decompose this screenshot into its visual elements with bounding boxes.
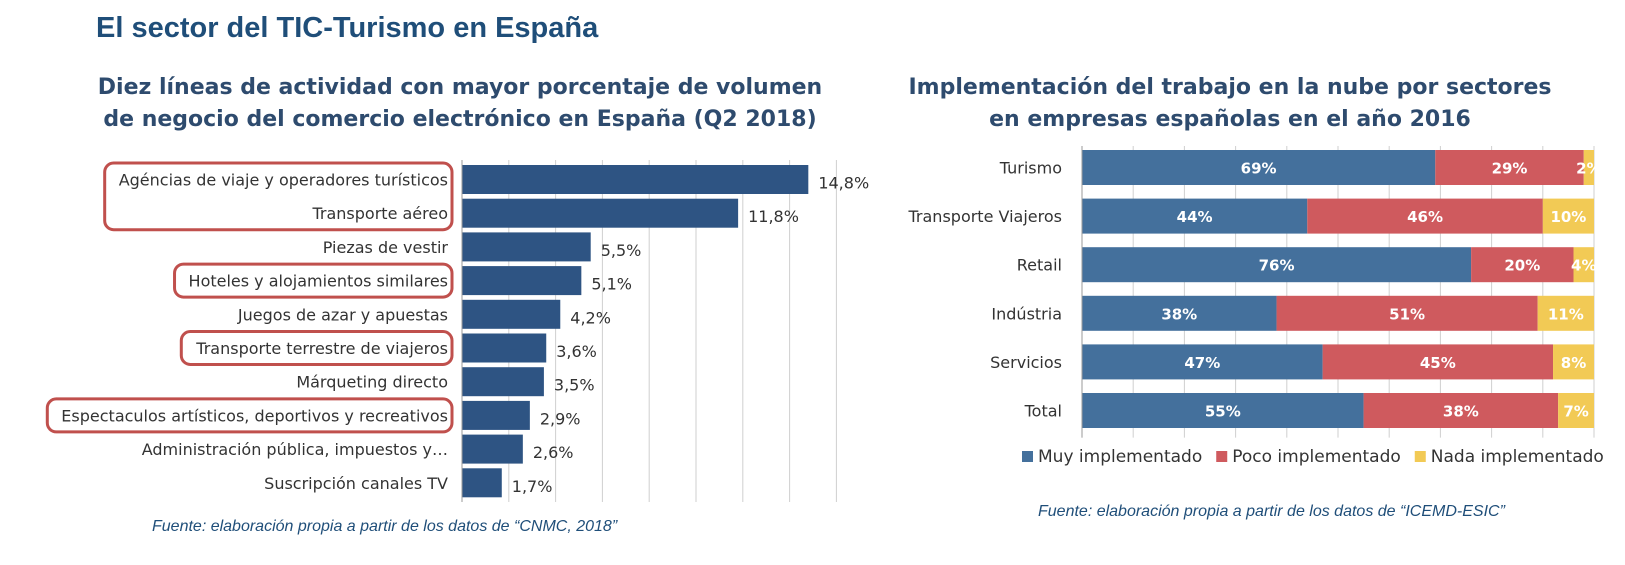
legend-swatch — [1414, 451, 1426, 462]
highlight-box — [179, 330, 454, 366]
right-category-label: Transporte Viajeros — [908, 207, 1063, 226]
right-bar-segment — [1573, 247, 1594, 283]
right-bar-segment — [1082, 150, 1436, 185]
left-value-label: 2,9% — [540, 409, 581, 428]
right-bar-segment — [1276, 295, 1538, 331]
left-source-note: Fuente: elaboración propia a partir de l… — [152, 518, 618, 535]
right-segment-label: 20% — [1504, 257, 1540, 275]
right-bar-segment — [1082, 198, 1308, 234]
legend-label: Nada implementado — [1431, 447, 1604, 467]
right-segment-label: 55% — [1205, 403, 1241, 421]
right-category-label: Total — [1024, 402, 1062, 421]
right-bar-segment — [1542, 198, 1594, 234]
right-segment-label: 7% — [1563, 403, 1588, 421]
left-value-label: 1,7% — [512, 477, 553, 496]
left-chart-title: Diez líneas de actividad con mayor porce… — [40, 72, 880, 136]
left-value-label: 4,2% — [570, 308, 611, 327]
left-bar — [462, 400, 530, 430]
left-value-label: 14,8% — [818, 174, 869, 193]
left-category-label: Piezas de vestir — [323, 238, 449, 257]
legend-label: Poco implementado — [1232, 447, 1401, 467]
right-segment-label: 47% — [1184, 354, 1220, 372]
left-bar — [462, 198, 739, 228]
right-segment-label: 10% — [1550, 208, 1586, 226]
right-segment-label: 38% — [1443, 403, 1479, 421]
legend-label: Muy implementado — [1038, 447, 1202, 467]
right-bar-segment — [1082, 393, 1364, 428]
highlight-box — [173, 262, 454, 299]
left-bar — [462, 367, 544, 397]
left-category-label: Hoteles y alojamientos similares — [189, 272, 448, 291]
right-segment-label: 38% — [1161, 305, 1197, 323]
right-segment-label: 69% — [1241, 160, 1277, 178]
legend-swatch — [1022, 451, 1033, 462]
left-bar — [462, 434, 523, 464]
left-value-label: 11,8% — [748, 207, 799, 226]
left-category-label: Juegos de azar y apuestas — [237, 305, 448, 324]
right-bar-segment — [1583, 150, 1594, 185]
right-chart-title-line: en empresas españolas en el año 2016 — [989, 107, 1471, 132]
left-bar — [462, 333, 547, 363]
right-category-label: Turismo — [999, 159, 1062, 178]
left-chart-title-line: de negocio del comercio electrónico en E… — [103, 107, 817, 132]
right-bar-segment — [1471, 247, 1574, 283]
left-bar — [462, 232, 591, 262]
right-chart-title-line: Implementación del trabajo en la nube po… — [908, 75, 1552, 100]
left-category-label: Agéncias de viaje y operadores turístico… — [119, 171, 448, 190]
right-segment-label: 8% — [1561, 354, 1586, 372]
right-category-label: Retail — [1017, 256, 1062, 275]
right-bar-segment — [1537, 295, 1594, 331]
left-category-label: Márqueting directo — [296, 373, 448, 392]
left-bar — [462, 468, 502, 498]
right-segment-label: 51% — [1389, 305, 1425, 323]
right-segment-label: 29% — [1492, 160, 1528, 178]
right-chart-title: Implementación del trabajo en la nube po… — [880, 72, 1580, 136]
highlight-box — [103, 161, 454, 232]
right-bar-segment — [1082, 247, 1472, 283]
right-segment-label: 44% — [1177, 208, 1213, 226]
right-bar-segment — [1553, 344, 1594, 380]
right-segment-label: 46% — [1407, 208, 1443, 226]
left-value-label: 5,5% — [601, 241, 642, 260]
right-segment-label: 76% — [1259, 257, 1295, 275]
right-source-note: Fuente: elaboración propia a partir de l… — [1038, 503, 1505, 520]
left-bar — [462, 165, 809, 194]
right-category-label: Servicios — [990, 353, 1062, 372]
highlight-box — [45, 397, 454, 434]
right-segment-label: 2% — [1576, 160, 1601, 178]
right-bar-segment — [1322, 344, 1554, 380]
left-chart-title-line: Diez líneas de actividad con mayor porce… — [97, 75, 823, 100]
right-segment-label: 11% — [1548, 305, 1584, 323]
left-category-label: Transporte terrestre de viajeros — [195, 339, 448, 358]
left-value-label: 5,1% — [591, 275, 632, 294]
left-bar — [462, 299, 561, 329]
right-bar-segment — [1307, 198, 1543, 234]
right-bar-segment — [1082, 295, 1277, 331]
right-segment-label: 4% — [1571, 257, 1596, 275]
page-title: El sector del TIC-Turismo en España — [96, 12, 599, 44]
right-bar-segment — [1363, 393, 1559, 428]
right-category-label: Indústria — [991, 304, 1062, 323]
right-bar-segment — [1435, 150, 1584, 185]
left-value-label: 2,6% — [533, 443, 574, 462]
legend-swatch — [1216, 451, 1228, 462]
right-bar-segment — [1082, 344, 1323, 380]
right-segment-label: 45% — [1420, 354, 1456, 372]
left-bar — [462, 266, 582, 296]
left-category-label: Transporte aéreo — [311, 204, 448, 223]
left-value-label: 3,5% — [554, 376, 595, 395]
left-category-label: Suscripción canales TV — [264, 474, 448, 493]
left-value-label: 3,6% — [556, 342, 597, 361]
right-bar-segment — [1558, 393, 1594, 428]
left-category-label: Espectaculos artísticos, deportivos y re… — [61, 406, 448, 425]
left-category-label: Administración pública, impuestos y… — [142, 440, 448, 459]
